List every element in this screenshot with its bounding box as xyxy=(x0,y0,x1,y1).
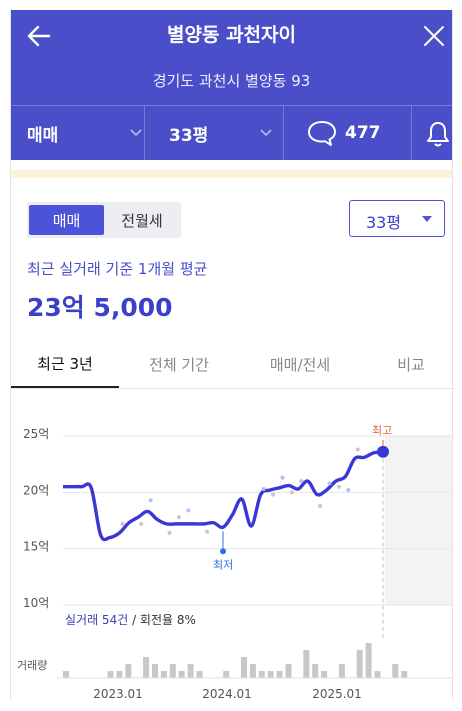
volume-bar xyxy=(401,671,408,678)
trade-toggle: 매매 전월세 xyxy=(27,202,181,238)
size-label: 33평 xyxy=(169,125,209,146)
trade-point xyxy=(289,490,294,495)
comment-count: 477 xyxy=(345,123,381,143)
trade-point xyxy=(346,488,351,493)
volume-bar xyxy=(63,671,69,678)
x-tick-label: 2025.01 xyxy=(312,687,362,700)
volume-bar xyxy=(303,650,310,678)
min-marker-dot xyxy=(220,548,226,555)
volume-bar xyxy=(107,671,114,678)
rent-toggle-button[interactable]: 전월세 xyxy=(121,211,163,230)
volume-bar xyxy=(187,664,194,678)
volume-bar xyxy=(178,671,185,678)
turnover-rate: / 회전율 8% xyxy=(128,613,196,627)
y-tick-label: 20억 xyxy=(23,483,49,497)
volume-bar xyxy=(267,671,274,678)
size-select-value: 33평 xyxy=(366,213,402,232)
trade-point xyxy=(327,481,332,486)
volume-bar xyxy=(116,671,123,678)
volume-bar xyxy=(392,664,399,678)
volume-bar xyxy=(143,657,150,678)
notice-strip xyxy=(11,170,452,178)
caret-down-icon xyxy=(422,216,432,222)
chevron-down-icon xyxy=(130,129,142,137)
trade-point xyxy=(271,492,276,497)
trade-point xyxy=(167,530,172,535)
trade-point xyxy=(261,486,266,491)
trade-point xyxy=(186,508,191,513)
bell-icon[interactable] xyxy=(425,120,451,148)
sale-toggle-button[interactable]: 매매 xyxy=(29,205,104,235)
volume-bar xyxy=(338,664,345,678)
header: 별양동 과천자이 경기도 과천시 별양동 93 매매 33평 477 xyxy=(11,10,452,160)
future-shade xyxy=(385,436,452,605)
trade-point xyxy=(299,479,304,484)
segment-divider xyxy=(283,106,284,160)
trade-point xyxy=(280,475,285,480)
speech-bubble-icon xyxy=(308,121,336,146)
volume-bar xyxy=(241,657,247,678)
app-frame: 별양동 과천자이 경기도 과천시 별양동 93 매매 33평 477 xyxy=(10,10,453,700)
volume-bar xyxy=(160,671,167,678)
trade-point xyxy=(318,503,323,508)
price-subtitle: 최근 실거래 기준 1개월 평균 xyxy=(27,260,208,278)
chevron-down-icon xyxy=(260,129,272,137)
size-select[interactable]: 33평 xyxy=(349,200,445,237)
back-arrow-icon[interactable] xyxy=(25,22,53,50)
volume-bar xyxy=(258,671,265,678)
tab-sale-jeonse[interactable]: 매매/전세 xyxy=(269,355,331,374)
size-dropdown[interactable]: 33평 xyxy=(169,106,273,160)
current-price-dot[interactable] xyxy=(377,445,389,458)
trade-point xyxy=(148,498,153,503)
tab-compare[interactable]: 비교 xyxy=(397,355,425,374)
volume-bar xyxy=(321,671,328,678)
volume-bar xyxy=(374,671,381,678)
segment-divider xyxy=(144,106,145,160)
volume-bar xyxy=(152,664,158,678)
tab-recent-3y[interactable]: 최근 3년 xyxy=(11,340,119,388)
price-line xyxy=(63,450,384,542)
header-divider xyxy=(11,105,452,106)
volume-label: 거래량 xyxy=(17,659,47,672)
trade-point xyxy=(139,521,144,526)
y-tick-label: 15억 xyxy=(23,540,49,554)
period-tabs: 최근 3년 전체 기간 매매/전세 비교 xyxy=(11,340,452,389)
average-price: 23억 5,000 xyxy=(27,293,173,322)
trade-point xyxy=(176,515,181,520)
close-icon[interactable] xyxy=(420,22,448,50)
volume-bar xyxy=(223,671,230,678)
volume-bar xyxy=(196,671,203,678)
volume-bar xyxy=(276,671,283,678)
y-tick-label: 25억 xyxy=(23,427,49,441)
trade-type-label: 매매 xyxy=(27,125,59,146)
volume-bar xyxy=(249,664,256,678)
min-label: 최저 xyxy=(213,558,233,571)
tab-all-period[interactable]: 전체 기간 xyxy=(149,355,209,374)
max-label: 최고 xyxy=(372,424,392,437)
volume-bar xyxy=(356,650,363,678)
segment-divider xyxy=(411,106,412,160)
volume-bar xyxy=(125,664,132,678)
comments-button[interactable]: 477 xyxy=(307,106,403,160)
x-tick-label: 2024.01 xyxy=(202,687,252,700)
x-tick-label: 2023.01 xyxy=(93,687,143,700)
y-tick-label: 10억 xyxy=(23,596,49,610)
volume-bar xyxy=(365,643,372,678)
trade-point xyxy=(120,521,125,526)
chart-footer: 실거래 54건 / 회전율 8% xyxy=(65,613,196,627)
volume-bar xyxy=(285,664,292,678)
trade-type-dropdown[interactable]: 매매 xyxy=(27,106,143,160)
trade-point xyxy=(205,529,210,534)
volume-bar xyxy=(169,664,176,678)
trade-point xyxy=(336,484,341,489)
trade-point xyxy=(355,447,360,452)
address: 경기도 과천시 별양동 93 xyxy=(152,72,311,90)
page-title: 별양동 과천자이 xyxy=(167,24,296,46)
volume-bar xyxy=(312,664,319,678)
trade-count: 실거래 54건 xyxy=(65,613,128,627)
